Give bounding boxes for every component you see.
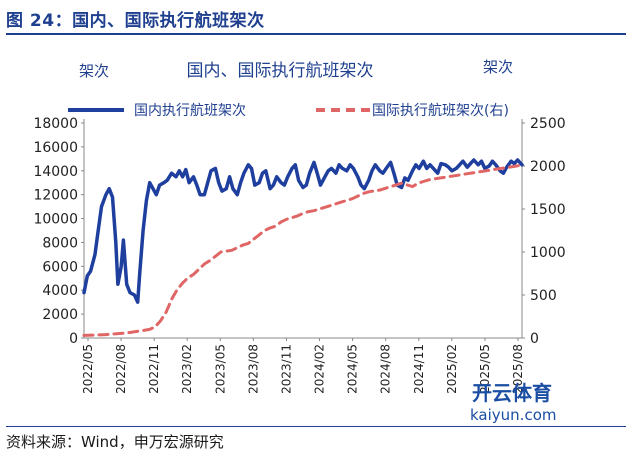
y-left-tick-label: 10000 (33, 212, 78, 228)
x-tick-label: 2025/08 (511, 344, 525, 394)
y-left-tick-label: 16000 (33, 140, 78, 156)
y-right-tick-label: 2500 (530, 116, 566, 132)
y-left-label: 架次 (79, 62, 109, 80)
x-tick-label: 2024/05 (346, 344, 360, 394)
y-right-tick-label: 2000 (530, 159, 566, 175)
legend-international-label: 国际执行航班架次(右) (372, 103, 509, 119)
y-left-tick-label: 4000 (42, 283, 78, 299)
x-tick-label: 2024/02 (313, 344, 327, 394)
series-group (82, 158, 524, 337)
y-left-tick-label: 2000 (42, 307, 78, 323)
x-tick-label: 2022/05 (81, 344, 95, 394)
x-tick-label: 2023/11 (279, 344, 293, 394)
watermark-subtext: kaiyun.com (470, 406, 556, 424)
y-left-tick-label: 6000 (42, 259, 78, 275)
y-left-tick-label: 12000 (33, 188, 78, 204)
axes-group: 0200040006000800010000120001400016000180… (33, 116, 565, 394)
y-right-tick-label: 1000 (530, 245, 566, 261)
y-left-tick-label: 8000 (42, 235, 78, 251)
source-note: 资料来源：Wind，申万宏源研究 (6, 433, 224, 451)
watermark-text: 开云体育 (472, 381, 552, 405)
x-tick-label: 2023/08 (246, 344, 260, 394)
series-line-domestic (82, 158, 524, 304)
y-right-tick-label: 500 (530, 288, 557, 304)
y-right-label: 架次 (483, 58, 513, 76)
y-left-tick-label: 0 (69, 331, 78, 347)
x-tick-label: 2023/05 (213, 344, 227, 394)
source-divider (6, 426, 626, 427)
x-tick-label: 2022/11 (147, 344, 161, 394)
legend-domestic-label: 国内执行航班架次 (134, 103, 246, 119)
chart-title: 国内、国际执行航班架次 (187, 61, 374, 81)
x-tick-label: 2025/05 (478, 344, 492, 394)
y-left-tick-label: 14000 (33, 164, 78, 180)
x-tick-label: 2024/11 (412, 344, 426, 394)
y-left-tick-label: 18000 (33, 116, 78, 132)
x-tick-label: 2025/02 (445, 344, 459, 394)
x-tick-label: 2022/08 (114, 344, 128, 394)
x-tick-label: 2023/02 (180, 344, 194, 394)
figure-title: 图 24：国内、国际执行航班架次 (6, 11, 265, 31)
x-tick-label: 2024/08 (379, 344, 393, 394)
series-line-international (82, 163, 524, 337)
y-right-tick-label: 1500 (530, 202, 566, 218)
title-divider (6, 33, 626, 35)
y-right-tick-label: 0 (530, 331, 539, 347)
